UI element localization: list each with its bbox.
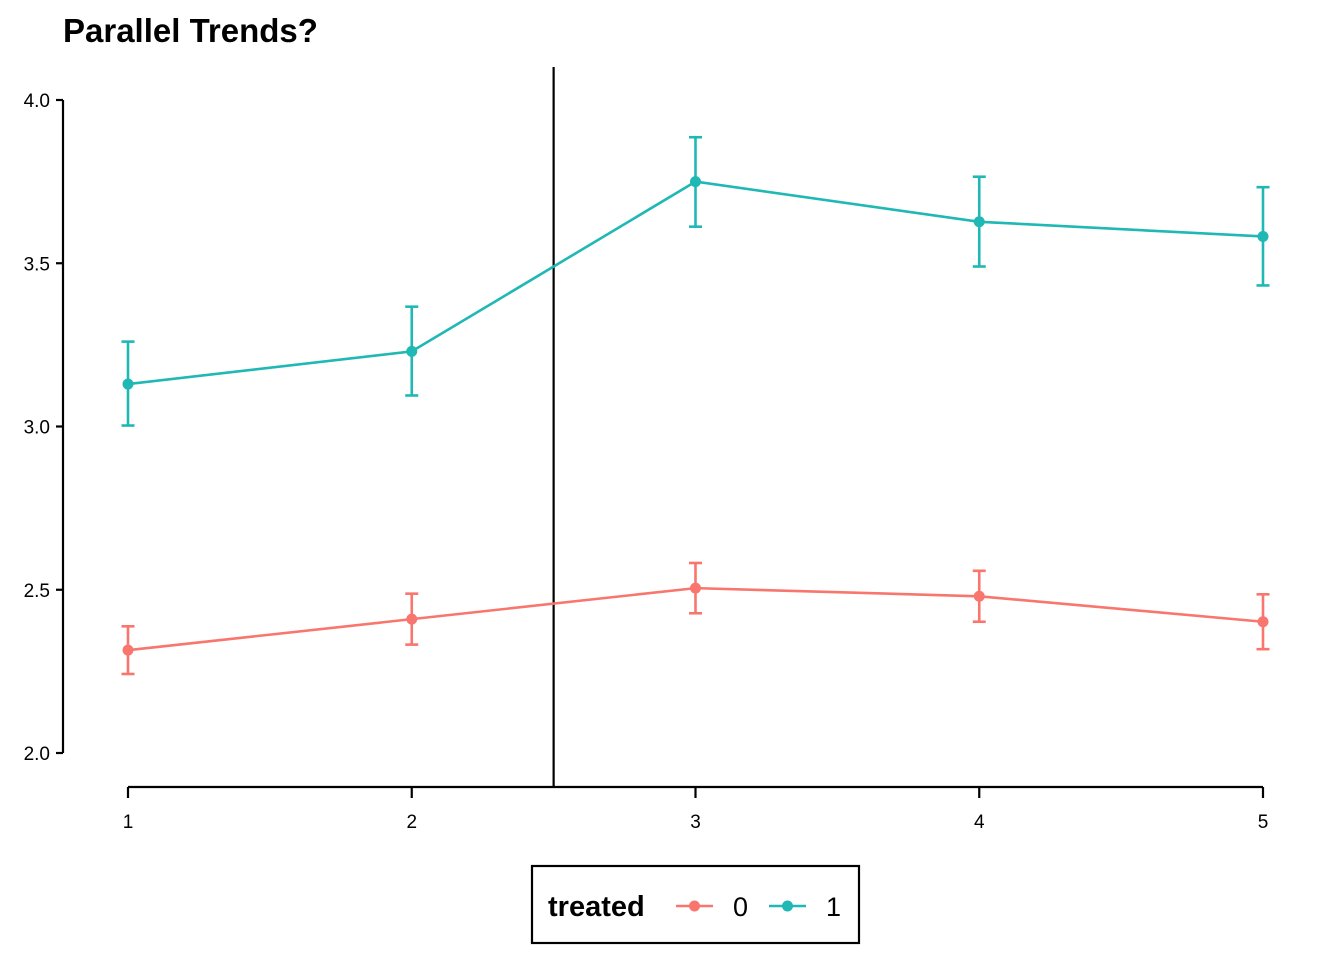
x-tick-label: 2: [406, 812, 417, 833]
data-point: [1257, 230, 1269, 242]
data-point: [406, 345, 418, 357]
series-1: [121, 135, 1270, 427]
data-point: [122, 644, 134, 656]
legend-key-point: [689, 900, 700, 912]
data-point: [973, 216, 985, 228]
x-tick-label: 1: [123, 812, 134, 833]
y-tick-label: 3.5: [24, 254, 50, 275]
data-point: [973, 590, 985, 602]
y-tick-label: 4.0: [24, 91, 50, 112]
data-point: [122, 378, 134, 390]
x-tick-label: 3: [690, 812, 701, 833]
legend: treated 0 1: [530, 864, 861, 945]
data-point: [406, 613, 418, 625]
series-0: [121, 561, 1270, 676]
legend-key-point: [782, 900, 793, 912]
x-tick-label: 4: [974, 812, 985, 833]
chart-title: Parallel Trends?: [63, 12, 318, 49]
y-tick-label: 3.0: [24, 418, 50, 439]
data-point: [690, 176, 701, 188]
legend-label: 0: [733, 892, 748, 922]
data-point: [1257, 616, 1269, 628]
y-tick-label: 2.0: [24, 744, 50, 765]
y-tick-label: 2.5: [24, 581, 50, 602]
legend-label: 1: [826, 892, 841, 922]
axes: 2.0 2.5 3.0 3.5 4.0 1 2 3 4 5: [24, 91, 1269, 833]
data-point: [690, 582, 701, 594]
series-layer: [121, 135, 1270, 676]
legend-title: treated: [548, 891, 645, 923]
x-tick-label: 5: [1258, 812, 1269, 833]
